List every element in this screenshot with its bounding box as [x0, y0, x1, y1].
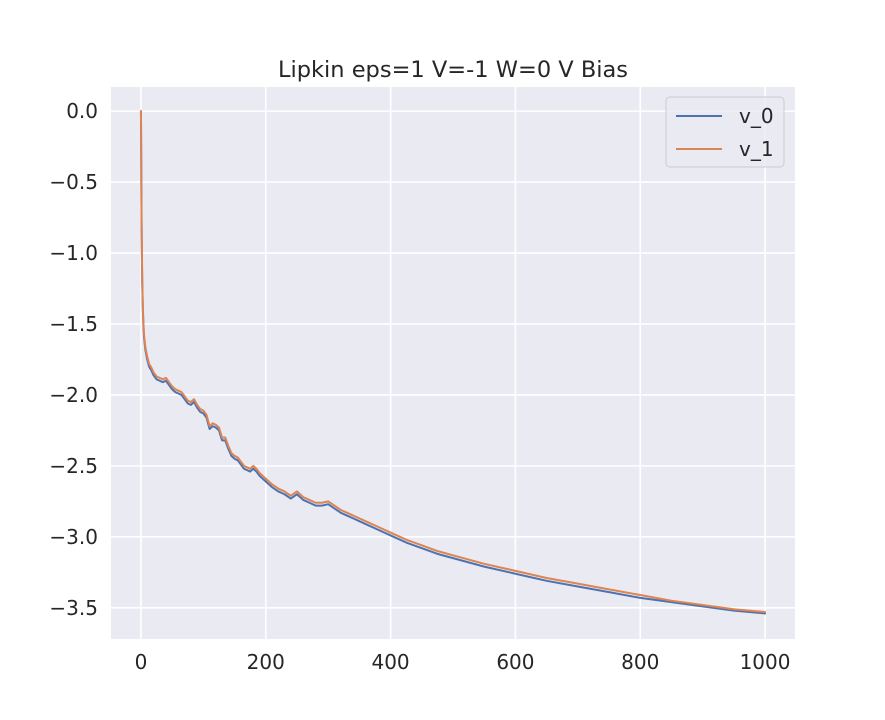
- x-tick-label: 800: [621, 650, 659, 674]
- y-tick-label: 0.0: [66, 99, 98, 123]
- x-tick-label: 600: [496, 650, 534, 674]
- legend-label: v_0: [739, 104, 774, 128]
- series-lines: [139, 110, 767, 615]
- y-tick-label: −3.0: [49, 525, 98, 549]
- legend-label: v_1: [739, 137, 774, 161]
- y-tick-label: −1.5: [49, 312, 98, 336]
- y-tick-label: −2.0: [49, 383, 98, 407]
- legend-items: v_0v_1: [676, 104, 774, 161]
- x-tick-label: 200: [247, 650, 285, 674]
- y-tick-label: −3.5: [49, 596, 98, 620]
- y-tick-label: −1.0: [49, 241, 98, 265]
- chart-title: Lipkin eps=1 V=-1 W=0 V Bias: [278, 57, 628, 83]
- x-tick-label: 0: [135, 650, 148, 674]
- plot-area: [111, 87, 795, 639]
- y-tick-label: −2.5: [49, 454, 98, 478]
- legend: v_0v_1: [665, 96, 785, 168]
- y-tick-label: −0.5: [49, 170, 98, 194]
- y-axis-ticks: 0.0 −0.5 −1.0 −1.5 −2.0 −2.5 −3.0 −3.5: [49, 99, 98, 620]
- x-axis-ticks: 0 200 400 600 800 1000: [135, 650, 791, 674]
- x-tick-label: 1000: [740, 650, 791, 674]
- series-line-v-1: [139, 110, 767, 614]
- x-tick-label: 400: [371, 650, 409, 674]
- series-line-v-0: [139, 110, 767, 615]
